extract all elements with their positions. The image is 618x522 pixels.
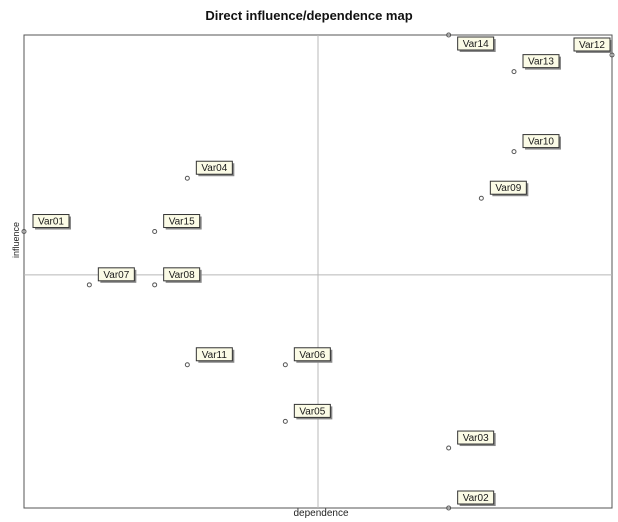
x-axis-label: dependence [293,508,349,519]
point-var07 [86,282,92,288]
label-var14: Var14 [463,39,489,50]
point-var14 [446,32,452,38]
point-var09 [478,195,484,201]
label-var09: Var09 [495,183,521,194]
label-var13: Var13 [528,57,554,68]
label-var05: Var05 [299,406,325,417]
point-var10 [511,149,517,155]
label-var10: Var10 [528,137,554,148]
label-box-var03 [457,430,495,445]
label-box-var05 [293,403,331,418]
chart-title: Direct influence/dependence map [205,8,413,23]
label-box-var13 [522,54,560,69]
label-box-var06 [293,347,331,362]
label-var03: Var03 [463,433,489,444]
label-box-var01 [32,214,70,229]
label-var02: Var02 [463,493,489,504]
point-var04 [184,175,190,181]
point-var05 [282,418,288,424]
label-box-var02 [457,490,495,505]
label-var01: Var01 [38,217,64,228]
label-box-var04 [195,160,233,175]
label-box-var14 [457,36,495,51]
label-box-var07 [97,267,135,282]
point-var13 [511,69,517,75]
label-var04: Var04 [201,163,227,174]
label-box-var15 [163,214,201,229]
label-var11: Var11 [202,350,228,361]
label-box-var10 [522,134,560,149]
point-var03 [446,445,452,451]
point-var01 [21,229,27,235]
point-var02 [446,505,452,511]
point-var15 [152,229,158,235]
point-var11 [184,362,190,368]
point-var08 [152,282,158,288]
label-var06: Var06 [299,350,325,361]
label-var07: Var07 [103,270,129,281]
label-var08: Var08 [169,270,195,281]
label-var15: Var15 [169,217,195,228]
point-var06 [282,362,288,368]
point-group: Var01 Var02 Var03 Var04 Var05 Var06 Var07 Var08… [21,32,615,511]
y-axis-label: influence [11,221,21,259]
label-box-var09 [489,180,527,195]
label-box-var11 [195,347,233,362]
label-box-var08 [163,267,201,282]
label-var12: Var12 [579,40,605,51]
label-box-var12 [573,37,611,52]
